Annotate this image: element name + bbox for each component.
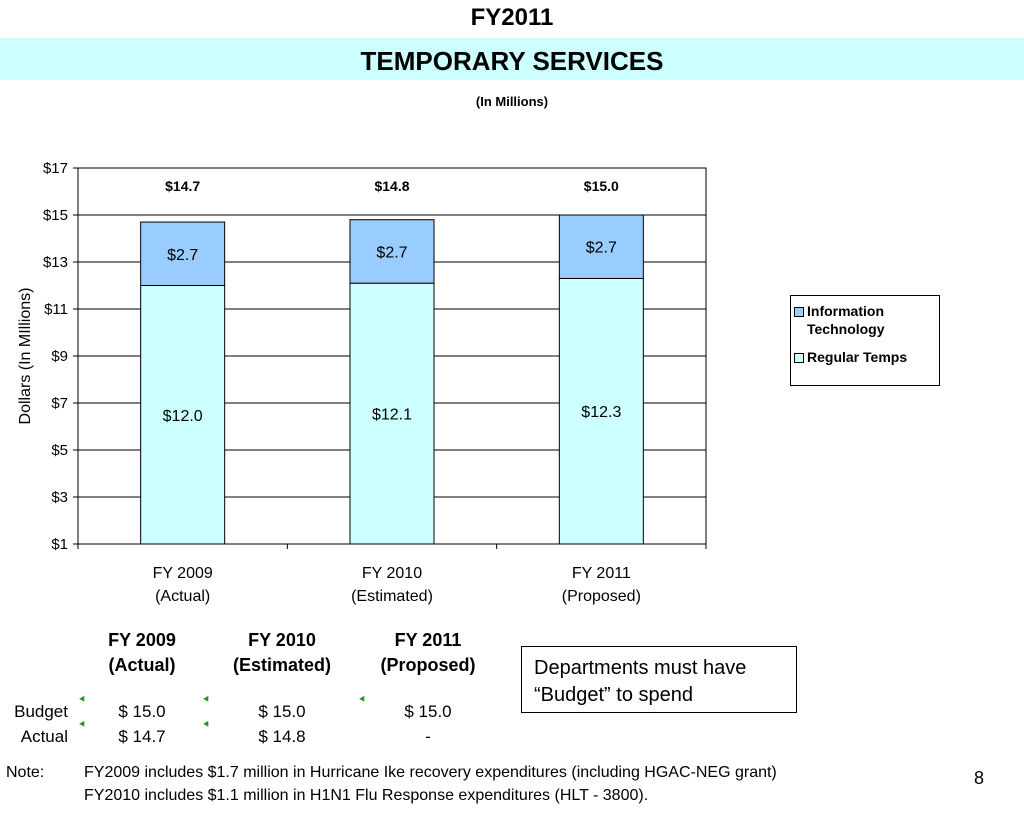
table-cell-actual-fy2010: $ 14.8 — [258, 727, 306, 746]
note-line-1: FY2009 includes $1.7 million in Hurrican… — [84, 764, 777, 781]
table-row-label-actual: Actual — [20, 727, 68, 746]
table-header-fy2009: FY 2009 (Actual) — [72, 628, 212, 678]
y-tick-label: $17 — [43, 160, 68, 177]
x-tick-label: (Actual) — [155, 588, 210, 605]
legend-item-information-technology: Information Technology — [794, 302, 885, 338]
data-label-regular-temps: $12.3 — [581, 404, 621, 421]
x-tick-label: (Proposed) — [562, 588, 641, 605]
data-label-information-technology: $2.7 — [586, 240, 617, 257]
data-label-total: $14.8 — [374, 178, 409, 194]
legend-label-it-line1: Information — [807, 303, 884, 319]
units-caption: (In Millions) — [475, 94, 549, 109]
y-tick-label: $15 — [43, 207, 68, 224]
page-title: FY2011 — [470, 4, 554, 31]
bar-regular-temps — [558, 277, 644, 545]
table-header-line1: FY 2010 — [248, 630, 316, 650]
x-tick-label: FY 2011 — [572, 565, 631, 582]
table-header-line2: (Actual) — [108, 655, 176, 675]
table-header-line2: (Proposed) — [380, 655, 476, 675]
note-label: Note: — [6, 764, 45, 781]
legend-swatch-regular-temps — [794, 353, 804, 363]
data-label-information-technology: $2.7 — [167, 247, 198, 264]
data-label-total: $15.0 — [584, 178, 619, 194]
x-tick-label: FY 2010 — [362, 565, 422, 582]
title-band — [0, 38, 1024, 80]
legend-label-regular-temps: Regular Temps — [807, 349, 908, 365]
page-number: 8 — [974, 768, 985, 788]
y-tick-label: $3 — [51, 489, 68, 506]
bar-information-technology — [140, 221, 226, 287]
bar-information-technology — [558, 214, 644, 279]
table-header-line1: FY 2011 — [394, 630, 462, 650]
page-subtitle: TEMPORARY SERVICES — [360, 46, 664, 76]
y-tick-label: $13 — [43, 254, 68, 271]
x-tick-label: FY 2009 — [153, 565, 213, 582]
data-label-information-technology: $2.7 — [376, 244, 407, 261]
callout-box: Departments must have “Budget” to spend — [521, 646, 797, 713]
chart-legend: Information Technology Regular Temps — [790, 295, 940, 386]
bar-regular-temps — [140, 285, 226, 545]
y-tick-label: $11 — [44, 301, 68, 318]
table-header-line1: FY 2009 — [108, 630, 176, 650]
legend-item-regular-temps: Regular Temps — [794, 348, 908, 366]
y-tick-label: $7 — [51, 395, 68, 412]
table-cell-budget-fy2010: $ 15.0 — [258, 702, 306, 721]
table-header-fy2011: FY 2011 (Proposed) — [358, 628, 498, 678]
table-cell-budget-fy2009: $ 15.0 — [118, 702, 166, 721]
data-label-regular-temps: $12.0 — [163, 408, 203, 425]
table-cell-budget-fy2011: $ 15.0 — [404, 702, 452, 721]
note-line-2: FY2010 includes $1.1 million in H1N1 Flu… — [84, 787, 649, 804]
x-tick-label: (Estimated) — [351, 588, 433, 605]
bar-information-technology — [349, 219, 435, 284]
table-cell-actual-fy2011: - — [425, 727, 431, 746]
y-axis-title: Dollars (In MIllions) — [17, 288, 34, 425]
y-tick-label: $5 — [51, 442, 68, 459]
data-label-total: $14.7 — [165, 178, 200, 194]
table-header-line2: (Estimated) — [232, 655, 331, 675]
table-row-label-budget: Budget — [14, 702, 68, 721]
table-header-fy2010: FY 2010 (Estimated) — [212, 628, 352, 678]
legend-label-it-line2: Technology — [807, 321, 885, 337]
stacked-bar-chart: $1 $3 $5 $7 $9 $11 $13 $15 $17 Dollars (In MIllio… — [17, 160, 707, 605]
y-tick-label: $1 — [51, 536, 68, 553]
y-tick-label: $9 — [51, 348, 68, 365]
table-cell-actual-fy2009: $ 14.7 — [118, 727, 166, 746]
data-label-regular-temps: $12.1 — [372, 407, 412, 424]
legend-swatch-information-technology — [794, 307, 804, 317]
